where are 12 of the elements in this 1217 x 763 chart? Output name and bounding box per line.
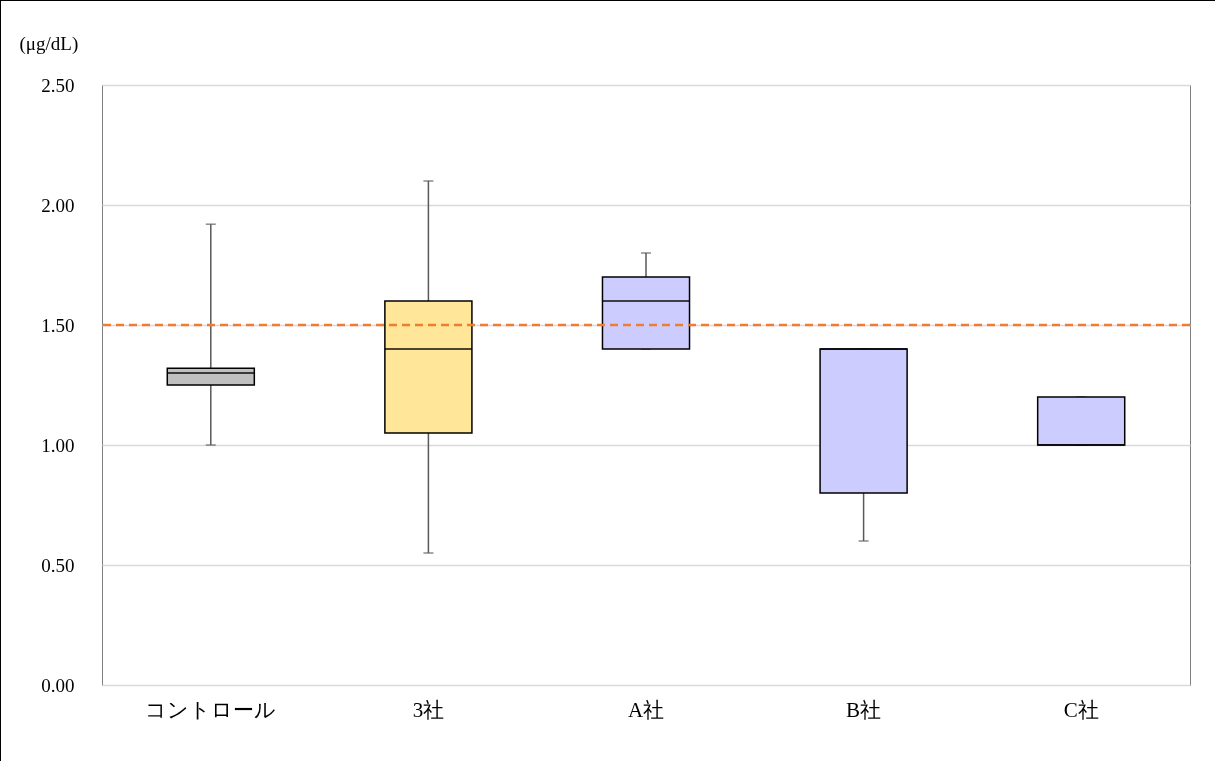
x-tick-label: A社 [627,697,665,722]
y-tick-label: 1.50 [41,314,75,336]
x-tick-label: 3社 [412,697,445,722]
y-tick-label: 2.00 [41,194,75,216]
y-tick-label: 0.50 [41,554,75,576]
y-tick-label: 1.00 [41,434,75,456]
x-tick-label: コントロール [145,697,277,722]
y-tick-label: 0.00 [41,674,75,696]
y-axis-title: (μg/dL) [19,32,79,55]
x-tick-label: C社 [1063,697,1099,722]
y-tick-label: 2.50 [41,74,75,96]
x-tick-label: B社 [846,697,882,722]
